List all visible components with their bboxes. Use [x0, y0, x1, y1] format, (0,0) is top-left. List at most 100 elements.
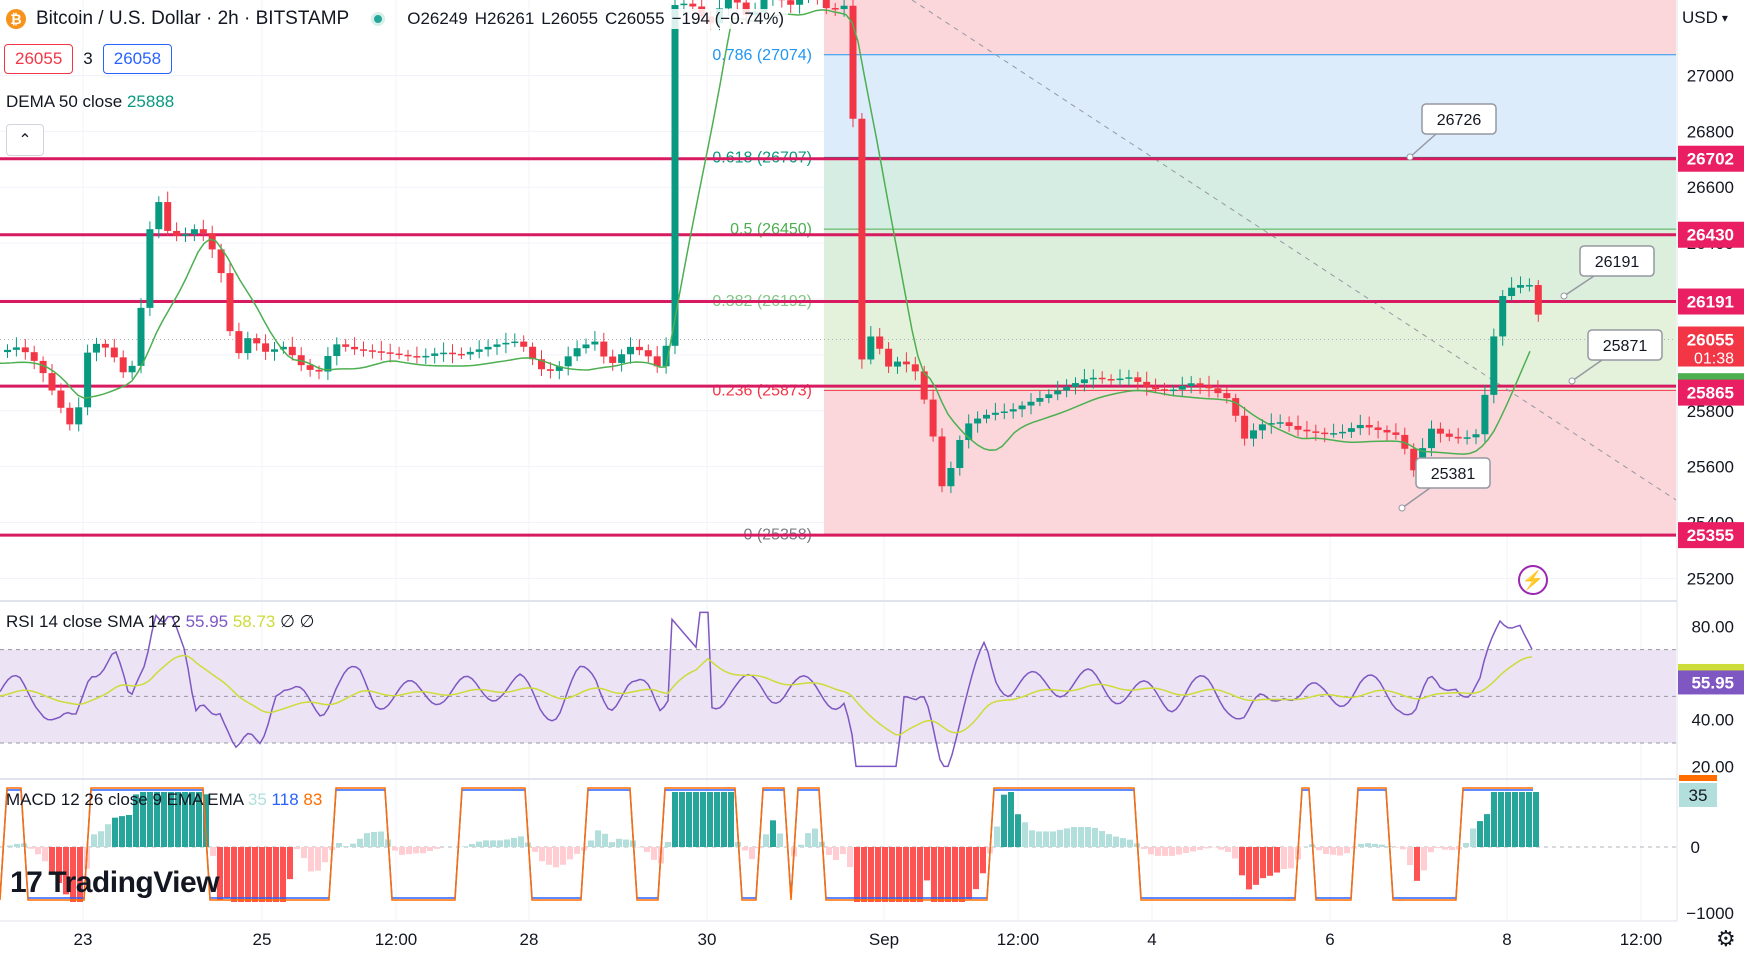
- macd-histogram-bar: [189, 792, 195, 847]
- candle-body: [974, 418, 982, 424]
- macd-histogram-bar: [182, 792, 188, 847]
- rsi-band: [0, 649, 1676, 743]
- candle-body: [449, 352, 456, 355]
- macd-histogram-bar: [168, 792, 174, 847]
- ohlc-close: C26055: [605, 9, 665, 28]
- macd-histogram-bar: [1344, 847, 1350, 854]
- macd-histogram-bar: [1449, 847, 1455, 851]
- macd-histogram-bar: [224, 847, 230, 899]
- sell-price-button[interactable]: 26055: [4, 44, 74, 74]
- macd-histogram-bar: [616, 838, 622, 847]
- candle-body: [1196, 383, 1204, 386]
- callout-pointer: [1563, 275, 1595, 297]
- price-axis-countdown: 01:38: [1694, 351, 1734, 368]
- macd-histogram-bar: [322, 847, 328, 863]
- candle-body: [110, 347, 118, 358]
- tradingview-logo[interactable]: 17 TradingView: [10, 866, 220, 900]
- settings-gear-icon[interactable]: ⚙: [1716, 926, 1736, 951]
- rsi-legend[interactable]: RSI 14 close SMA 14 2 55.95 58.73 ∅ ∅: [6, 612, 314, 632]
- currency-selector[interactable]: USD ▾: [1682, 8, 1728, 28]
- candle-body: [208, 233, 216, 250]
- candle-body: [1143, 381, 1151, 387]
- macd-histogram-bar: [959, 847, 965, 902]
- macd-histogram-bar: [252, 847, 258, 902]
- candle-body: [885, 348, 893, 367]
- macd-histogram-bar: [693, 792, 699, 847]
- dema-legend[interactable]: DEMA 50 close 25888: [6, 92, 174, 112]
- tradingview-mark-icon: 17: [10, 866, 43, 899]
- macd-histogram-bar: [847, 847, 853, 868]
- collapse-legend-button[interactable]: ⌃: [6, 124, 44, 156]
- price-axis-bg: [1677, 0, 1744, 959]
- market-status-icon[interactable]: [371, 12, 386, 26]
- currency-label: USD: [1682, 8, 1718, 27]
- candle-body: [1027, 401, 1035, 406]
- macd-histogram-bar: [1267, 847, 1273, 876]
- candle-body: [840, 5, 848, 10]
- price-axis-badge-label: 26055: [1687, 331, 1734, 350]
- lightning-icon[interactable]: ⚡: [1518, 565, 1548, 595]
- macd-histogram-bar: [903, 847, 909, 902]
- macd-histogram-bar: [1484, 814, 1490, 847]
- macd-histogram-bar: [651, 847, 657, 860]
- candle-body: [991, 412, 999, 415]
- macd-histogram-bar: [595, 830, 601, 847]
- dema-value: 25888: [126, 92, 175, 111]
- callout-anchor: [1398, 504, 1406, 512]
- macd-histogram-bar: [483, 840, 489, 847]
- candle-body: [858, 118, 866, 360]
- macd-histogram-bar: [1015, 814, 1021, 847]
- price-axis-badge: [1678, 326, 1744, 367]
- callout-pointer: [1401, 487, 1431, 509]
- time-axis-label: 28: [520, 930, 539, 949]
- macd-histogram-bar: [35, 847, 41, 855]
- macd-histogram-bar: [1421, 847, 1427, 871]
- macd-histogram-bar: [749, 847, 755, 860]
- candle-body: [538, 359, 545, 370]
- macd-histogram-bar: [532, 847, 538, 852]
- buy-price-button[interactable]: 26058: [102, 44, 173, 74]
- candle-body: [466, 351, 474, 355]
- candle-body: [911, 364, 919, 372]
- candle-body: [609, 356, 617, 363]
- macd-histogram-bar: [1400, 847, 1406, 850]
- candle-body: [368, 350, 376, 352]
- candle-body: [128, 365, 136, 373]
- candle-body: [493, 344, 501, 347]
- candle-body: [217, 249, 225, 274]
- price-axis-badge: [1678, 379, 1744, 406]
- candle-body: [1410, 448, 1418, 471]
- candle-body: [101, 343, 109, 348]
- candle-body: [1365, 424, 1373, 428]
- candle-body: [965, 423, 973, 441]
- candle-body: [48, 373, 56, 391]
- macd-histogram-bar: [266, 847, 272, 902]
- macd-histogram-bar: [196, 792, 202, 847]
- macd-tick-label: 0: [1691, 838, 1700, 857]
- candle-body: [1205, 385, 1213, 389]
- macd-histogram-bar: [1176, 847, 1182, 855]
- macd-histogram-bar: [973, 847, 979, 890]
- candle-body: [253, 338, 261, 344]
- candle-body: [662, 345, 670, 367]
- symbol-title[interactable]: Bitcoin / U.S. Dollar · 2h · BITSTAMP: [36, 8, 350, 29]
- macd-histogram-bar: [665, 842, 671, 847]
- macd-histogram-bar: [560, 847, 566, 865]
- macd-histogram-bar: [203, 794, 209, 847]
- macd-legend[interactable]: MACD 12 26 close 9 EMA EMA 35 118 83: [6, 790, 322, 810]
- macd-histogram-bar: [910, 847, 916, 902]
- macd-histogram-bar: [1365, 843, 1371, 847]
- macd-histogram-bar: [1001, 794, 1007, 847]
- candle-body: [1169, 389, 1177, 392]
- macd-histogram-bar: [308, 847, 314, 872]
- candle-body: [831, 8, 839, 10]
- macd-histogram-bar: [1197, 847, 1203, 850]
- rsi-tick-label: 80.00: [1691, 617, 1734, 636]
- macd-histogram-bar: [1022, 822, 1028, 847]
- callout-label: 26191: [1595, 254, 1640, 271]
- candle-body: [12, 347, 20, 350]
- price-axis-badge-label: 26702: [1687, 150, 1734, 169]
- candle-body: [1303, 429, 1311, 432]
- candle-body: [1054, 390, 1062, 395]
